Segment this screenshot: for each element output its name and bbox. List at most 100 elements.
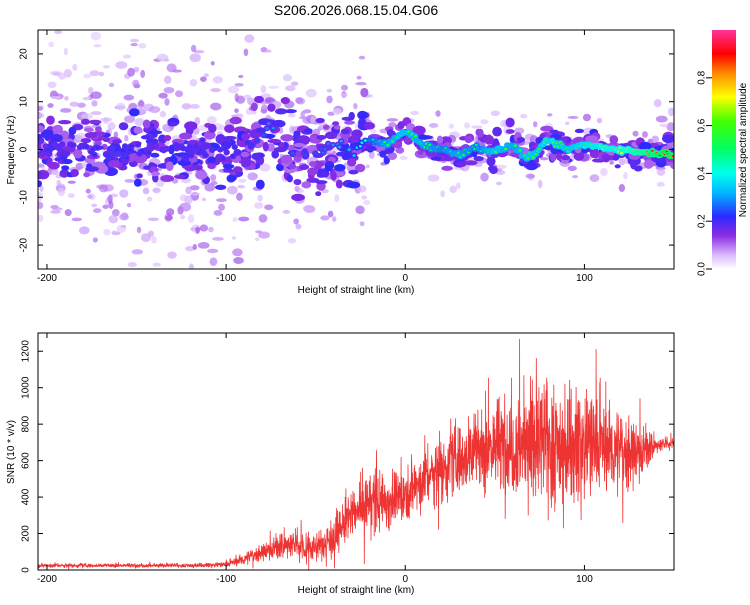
spectrogram-noise-blob — [238, 271, 244, 276]
spectrogram-noise-blob — [147, 217, 160, 221]
spectrogram-noise-blob — [146, 196, 153, 202]
spectrogram-noise-blob — [237, 184, 245, 189]
spectrogram-band-blob — [477, 128, 484, 139]
colorbar-tick-label: 0.0 — [697, 262, 708, 276]
spectrogram-noise-blob — [480, 119, 489, 125]
colorbar-label: Normalized spectral amplitude — [738, 82, 749, 217]
spectrogram-noise-blob — [152, 262, 161, 267]
spectrogram-noise-blob — [212, 76, 224, 84]
spectrogram-ridge-core — [60, 142, 64, 146]
spectrogram-noise-blob — [126, 203, 132, 208]
spectrogram-band-blob — [334, 164, 346, 172]
spectrogram-band-blob — [540, 125, 554, 132]
spectrogram-band-blob — [486, 156, 496, 167]
colorbar-ticks: 0.0 0.2 0.4 0.6 0.8 — [697, 70, 712, 276]
spectrogram-ridge-core — [71, 143, 76, 147]
spectrogram-band-blob — [364, 147, 377, 152]
spectrogram-noise-blob — [123, 115, 136, 123]
snr-xlabel: Height of straight line (km) — [298, 585, 415, 596]
spectrogram-band-blob — [395, 146, 405, 154]
spectrogram-ridge-core — [313, 152, 317, 155]
spectrogram-noise-blob — [184, 195, 193, 205]
spectrogram-band-blob — [630, 159, 637, 170]
spectrogram-noise-blob — [210, 102, 222, 111]
spectrogram-band-blob — [133, 126, 143, 134]
spectrogram-band-blob — [301, 181, 312, 189]
spectrogram-band-blob — [280, 97, 290, 105]
spectrogram-xtick-label: -200 — [37, 273, 57, 284]
spectrogram-noise-blob — [200, 76, 207, 83]
spectrogram-noise-blob — [203, 73, 209, 78]
spectrogram-noise-blob — [525, 173, 536, 179]
spectrogram-noise-blob — [655, 115, 668, 123]
spectrogram-band-blob — [614, 164, 621, 169]
spectrogram-ridge-core — [339, 139, 343, 143]
spectrogram-noise-blob — [39, 185, 44, 193]
spectrogram-ytick-label: -10 — [19, 190, 30, 205]
spectrogram-noise-blob — [651, 135, 660, 143]
spectrogram-band-blob — [280, 154, 293, 164]
spectrogram-noise-blob — [148, 106, 161, 114]
spectrogram-noise-blob — [93, 44, 102, 48]
spectrogram-band-blob — [267, 138, 282, 144]
spectrogram-noise-blob — [359, 221, 365, 227]
spectrogram-ridge-core — [204, 154, 208, 157]
spectrogram-band-blob — [178, 132, 193, 140]
spectrogram-band-blob — [262, 141, 269, 152]
spectrogram-noise-blob — [158, 92, 168, 99]
spectrogram-noise-blob — [572, 175, 579, 179]
spectrogram-ridge-core — [144, 148, 148, 152]
spectrogram-noise-blob — [200, 301, 207, 307]
spectrogram-band-blob — [83, 172, 91, 178]
spectrogram-band-blob — [387, 152, 398, 161]
spectrogram-ytick-label: 10 — [19, 96, 30, 108]
spectrogram-noise-blob — [495, 170, 506, 175]
spectrogram-noise-blob — [216, 198, 227, 203]
spectrogram-noise-blob — [181, 103, 192, 110]
spectrogram-ridge-core — [137, 152, 142, 155]
spectrogram-noise-blob — [495, 181, 502, 186]
spectrogram-noise-blob — [399, 155, 408, 160]
spectrogram-noise-blob — [565, 121, 570, 126]
spectrogram-band-blob — [293, 142, 305, 148]
spectrogram-band-blob — [184, 121, 198, 131]
spectrogram-band-blob — [165, 161, 174, 172]
colorbar-tick-label: 0.4 — [697, 166, 708, 180]
spectrogram-noise-blob — [67, 193, 75, 199]
spectrogram-band-blob — [643, 159, 654, 169]
spectrogram-band-blob — [168, 144, 175, 155]
spectrogram-noise-blob — [107, 194, 113, 204]
spectrogram-noise-blob — [72, 63, 78, 71]
spectrogram-noise-blob — [238, 216, 250, 222]
spectrogram-noise-blob — [282, 210, 291, 214]
spectrogram-ridge-core — [304, 153, 308, 157]
spectrogram-ridge-core — [200, 138, 205, 142]
spectrogram-ridge-core — [57, 147, 61, 150]
spectrogram-ridge-core — [358, 144, 363, 148]
spectrogram-ridge-core — [347, 148, 351, 151]
spectrogram-noise-blob — [600, 167, 608, 177]
spectrogram-band-blob — [207, 163, 216, 170]
spectrogram-ridge-core — [223, 147, 227, 150]
spectrogram-band-blob — [273, 146, 287, 153]
spectrogram-band-blob — [315, 191, 322, 197]
spectrogram-band-blob — [112, 139, 123, 144]
spectrogram-band-blob — [291, 193, 306, 202]
spectrogram-noise-blob — [54, 12, 59, 18]
spectrogram-noise-blob — [210, 88, 221, 93]
spectrogram-band-blob — [489, 166, 498, 175]
spectrogram-band-blob — [150, 152, 160, 158]
spectrogram-band-blob — [38, 180, 42, 188]
spectrogram-noise-blob — [232, 217, 238, 223]
spectrogram-noise-blob — [341, 84, 349, 91]
spectrogram-noise-blob — [326, 95, 333, 104]
spectrogram-ridge-core — [671, 154, 674, 158]
spectrogram-noise-blob — [238, 178, 247, 183]
spectrogram-noise-blob — [38, 191, 44, 198]
spectrogram-band-blob — [255, 179, 265, 190]
spectrogram-noise-blob — [589, 174, 600, 183]
spectrogram-noise-blob — [124, 178, 135, 183]
spectrogram-noise-blob — [609, 160, 614, 165]
spectrogram-band-blob — [349, 135, 359, 142]
